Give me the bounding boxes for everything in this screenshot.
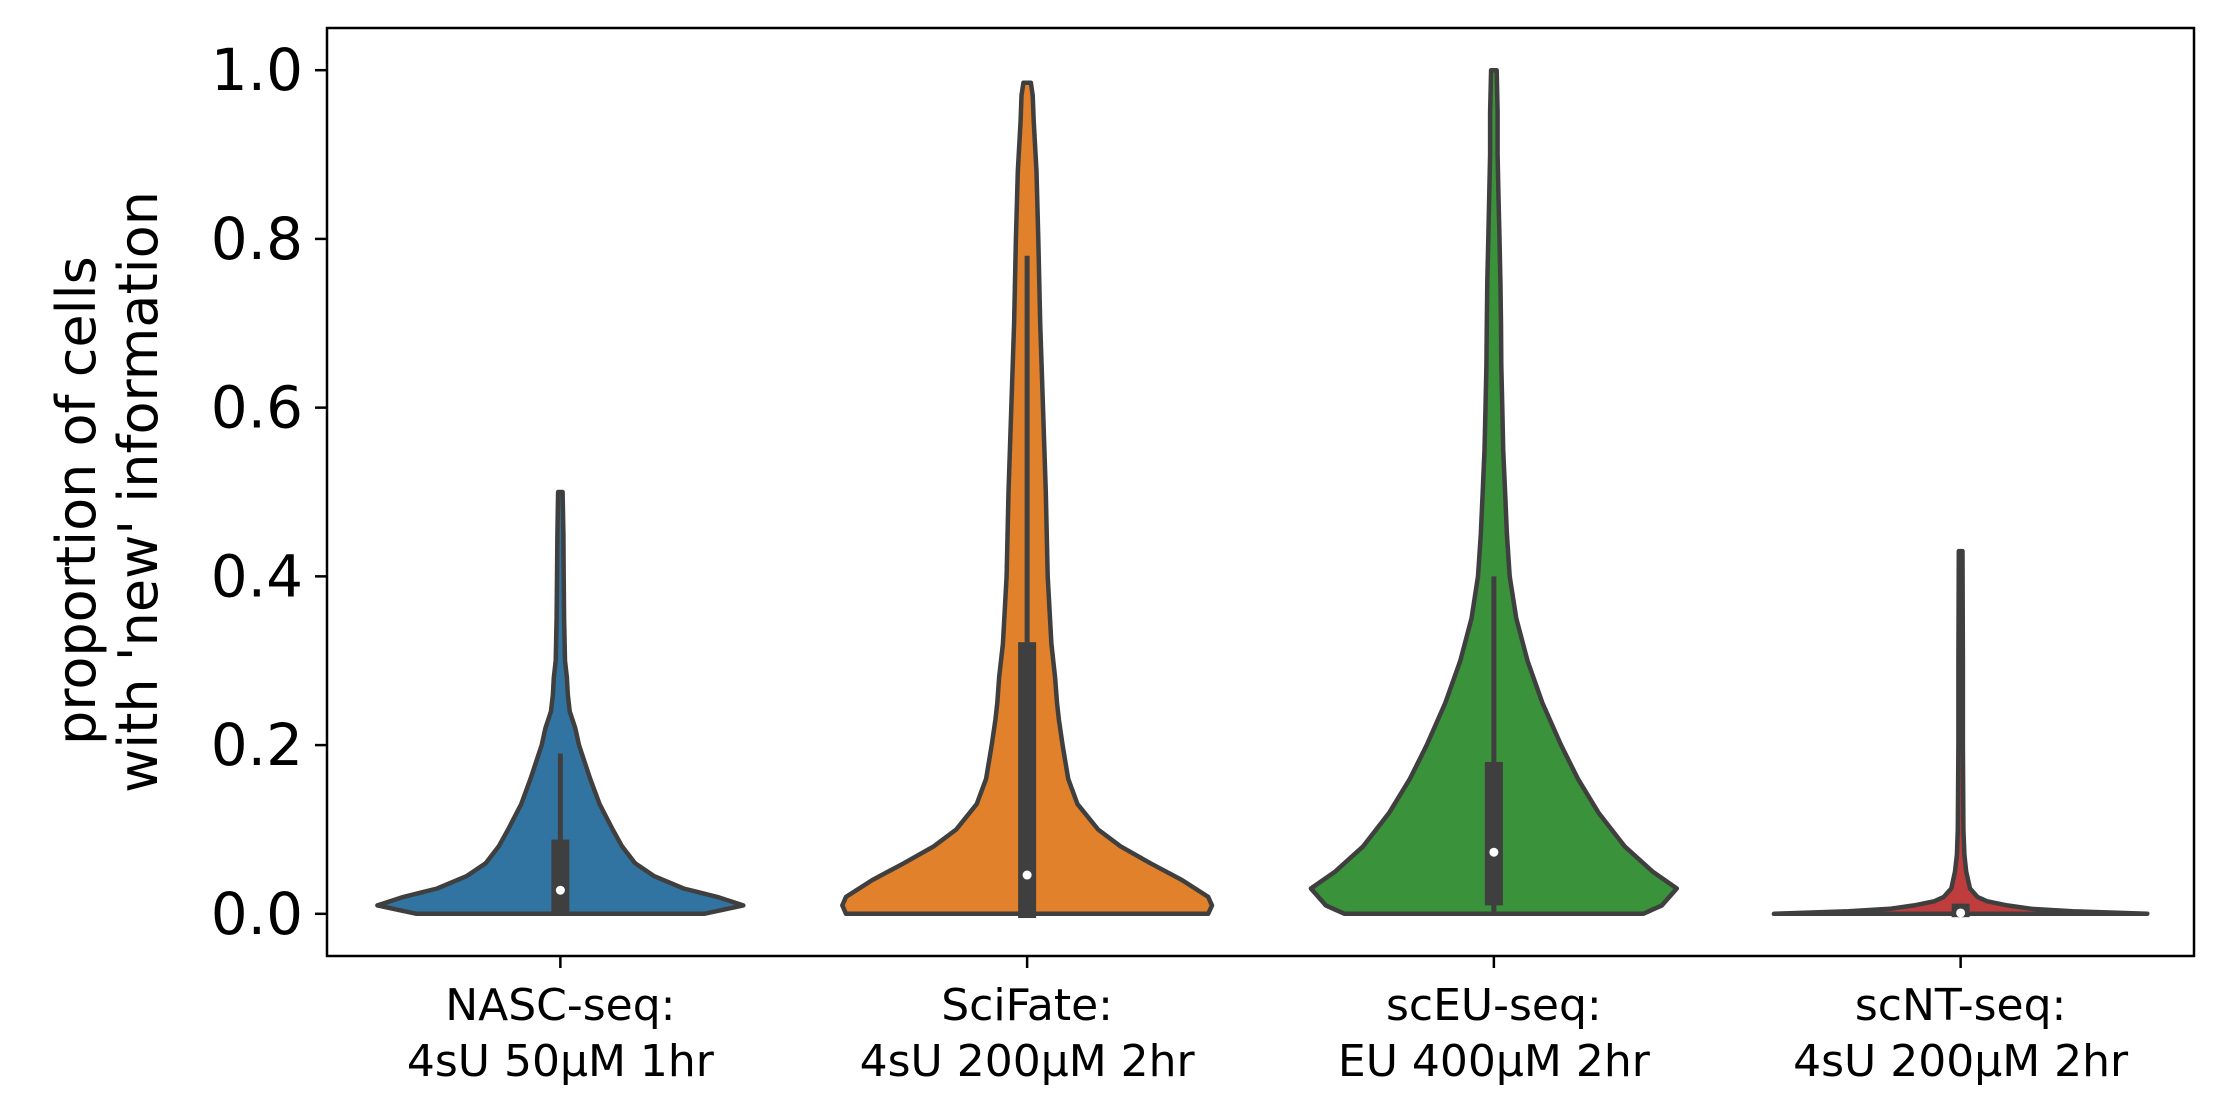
x-tick-label: scNT-seq: (1855, 980, 2067, 1031)
y-tick-label: 1.0 (211, 36, 303, 104)
y-tick-label: 0.2 (211, 711, 303, 779)
violin-iqr-box (551, 839, 570, 914)
violin-iqr-box (1018, 642, 1037, 919)
x-tick-label: SciFate: (941, 980, 1113, 1031)
boxes-layer (551, 255, 1970, 919)
violin-median-point (1956, 908, 1966, 918)
x-tick-label: 4sU 50µM 1hr (407, 1036, 715, 1087)
x-tick-label: NASC-seq: (445, 980, 675, 1031)
plot-frame (325, 26, 2196, 958)
violin-median-point (555, 885, 565, 895)
y-tick-label: 0.8 (211, 205, 303, 273)
x-tick-label: scEU-seq: (1386, 980, 1602, 1031)
violin-median-point (1489, 847, 1499, 857)
x-tick-label: EU 400µM 2hr (1338, 1036, 1651, 1087)
violin-body (375, 489, 746, 917)
x-tick-label: 4sU 200µM 2hr (860, 1036, 1196, 1087)
y-axis-title-line-1: proportion of cells (45, 256, 108, 745)
violin-median-point (1022, 870, 1032, 880)
x-tick-label: 4sU 200µM 2hr (1793, 1036, 2129, 1087)
y-axis-title-line-2: with 'new' information (107, 191, 170, 793)
violin-iqr-box (1484, 761, 1503, 906)
y-tick-label: 0.6 (211, 374, 303, 442)
violin-body (1771, 548, 2150, 917)
y-axis: 0.0 0.2 0.4 0.6 0.8 1.0 (211, 36, 327, 948)
y-tick-label: 0.0 (211, 880, 303, 948)
violin-body (1308, 67, 1680, 917)
y-axis-title: proportion of cells with 'new' informati… (45, 191, 170, 793)
y-tick-label: 0.4 (211, 542, 303, 610)
